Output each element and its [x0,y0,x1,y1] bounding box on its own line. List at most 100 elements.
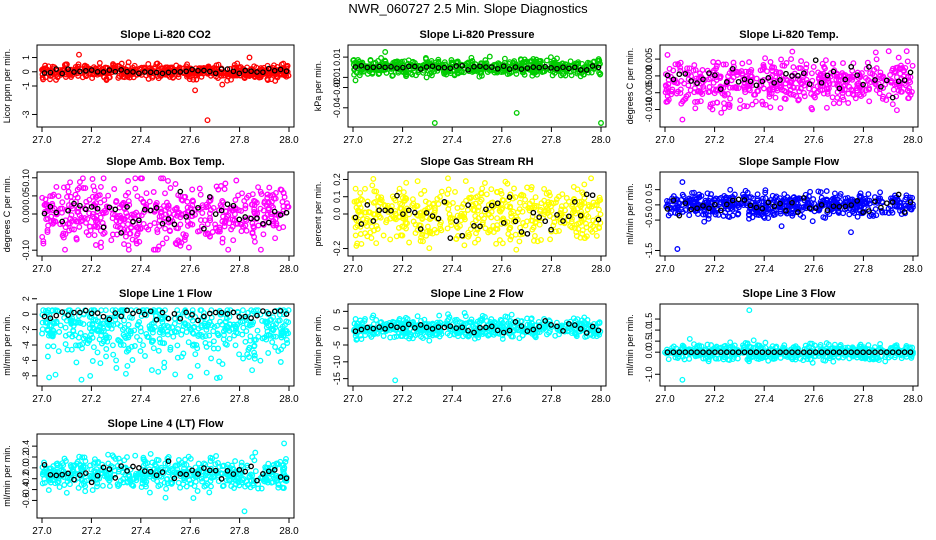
data-point [236,67,243,74]
data-point [355,57,361,63]
data-point [195,333,202,339]
data-point [272,235,279,242]
data-point [412,230,419,237]
data-point [207,207,214,213]
data-point [174,342,181,349]
data-point [102,307,109,314]
subset-point [723,201,730,208]
data-point [122,192,129,199]
data-point [578,217,585,224]
data-point [242,222,249,229]
data-point [513,70,520,77]
data-point [136,238,143,245]
subset-point [88,204,95,210]
subset-point [65,207,71,214]
y-tick-label: 0 [332,326,342,331]
subset-point [818,202,825,208]
subset-point [100,224,107,231]
data-point [754,209,761,216]
data-point [705,89,712,96]
data-point [663,83,670,90]
x-tick-label: 28.0 [903,264,923,275]
data-point [273,321,279,327]
data-point [284,62,291,69]
data-point [531,232,538,239]
subset-point [218,66,225,72]
subset-point [112,68,119,75]
data-point [445,311,451,318]
data-point [247,333,254,340]
data-point [581,181,588,188]
subset-point [82,307,89,314]
subset-point [824,207,831,214]
data-point [671,205,678,212]
data-point [854,213,861,220]
data-point [727,84,733,91]
subset-point [47,69,54,76]
y-tick-label: 0.1 [332,190,342,203]
data-point [380,232,387,239]
data-point [196,185,203,192]
x-tick-label: 27.6 [180,135,200,146]
data-point [525,204,532,211]
data-point [39,233,46,240]
subset-point [358,221,365,227]
data-point [250,223,257,230]
data-point [170,74,176,81]
subset-point [494,327,501,334]
figure-title: NWR_060727 2.5 Min. Slope Diagnostics [348,1,588,16]
data-point [471,207,478,214]
data-point [402,194,409,201]
subset-point [423,324,430,331]
data-point [422,55,429,61]
subset-point [189,66,195,73]
data-point [61,314,68,321]
subset-point [812,57,819,64]
data-point [219,235,226,242]
subset-point [230,68,237,75]
plot-frame [347,303,607,387]
subset-point [571,322,578,328]
data-point [228,226,235,233]
subset-point [265,310,272,317]
subset-point [77,68,83,75]
data-point [251,349,258,356]
subset-point [536,214,543,220]
data-point [896,202,903,209]
subset-point [53,66,60,72]
subset-point [907,199,914,205]
data-point [760,63,767,70]
data-point [482,57,489,64]
data-point [883,97,890,104]
data-point [391,319,398,326]
subset-point [136,308,142,315]
data-point [49,307,56,314]
data-point [173,241,180,248]
data-point [401,198,408,204]
subset-point [212,309,219,316]
subset-point [664,206,671,212]
data-point [158,175,164,182]
data-point [69,333,76,340]
data-point [403,73,410,80]
data-point [257,246,264,253]
data-point [260,207,267,214]
data-point [269,325,276,332]
data-point [437,193,443,200]
data-point [156,329,163,336]
data-point [594,57,601,64]
data-point [129,357,136,363]
subset-point [254,215,260,222]
data-point [414,313,421,320]
subset-point [370,64,377,71]
data-point [764,68,770,75]
data-point [710,79,717,86]
data-point [262,214,269,221]
data-point [744,103,751,110]
data-point [854,81,861,88]
data-point [255,333,262,340]
subset-point [488,323,495,330]
subset-point [795,209,801,215]
data-point [765,206,772,213]
